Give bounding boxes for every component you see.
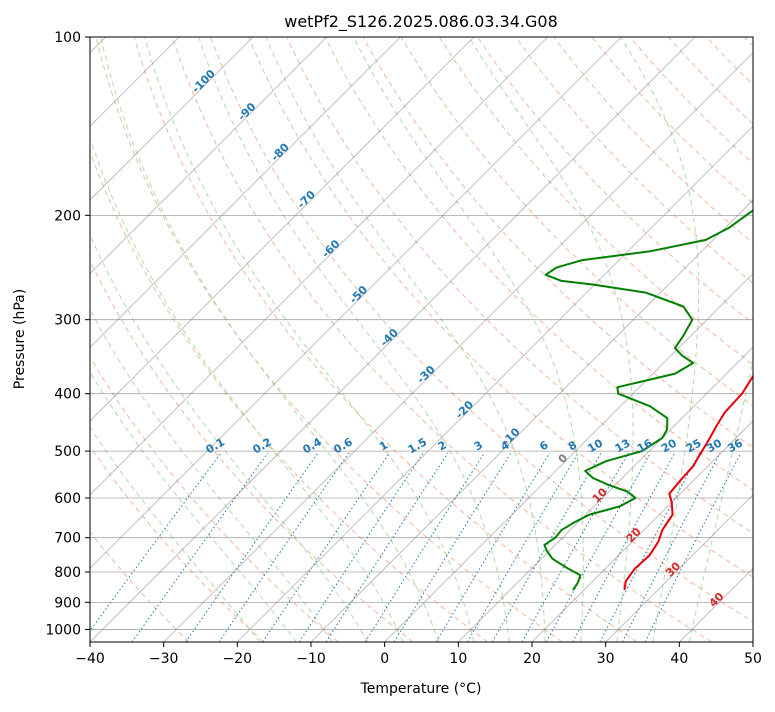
y-tick-label: 200 (54, 208, 81, 224)
x-tick-label: 50 (744, 651, 762, 667)
y-tick-label: 700 (54, 531, 81, 547)
y-tick-label: 400 (54, 387, 81, 403)
y-tick-label: 100 (54, 30, 81, 46)
y-axis-title: Pressure (hPa) (12, 289, 28, 389)
y-tick-label: 1000 (45, 622, 81, 638)
x-tick-label: −20 (223, 651, 253, 667)
x-tick-label: 10 (449, 651, 467, 667)
y-tick-label: 600 (54, 491, 81, 507)
x-axis-title: Temperature (°C) (360, 681, 482, 697)
y-tick-label: 800 (54, 565, 81, 581)
x-tick-label: 20 (523, 651, 541, 667)
y-tick-label: 900 (54, 595, 81, 611)
x-tick-label: 30 (597, 651, 615, 667)
y-tick-label: 300 (54, 313, 81, 329)
x-tick-label: −40 (75, 651, 105, 667)
y-tick-label: 500 (54, 444, 81, 460)
x-tick-label: −30 (149, 651, 179, 667)
x-tick-label: 0 (380, 651, 389, 667)
isotherm-line (753, 37, 775, 642)
x-tick-label: −10 (296, 651, 326, 667)
x-tick-label: 40 (670, 651, 688, 667)
chart-title: wetPf2_S126.2025.086.03.34.G08 (284, 12, 558, 32)
